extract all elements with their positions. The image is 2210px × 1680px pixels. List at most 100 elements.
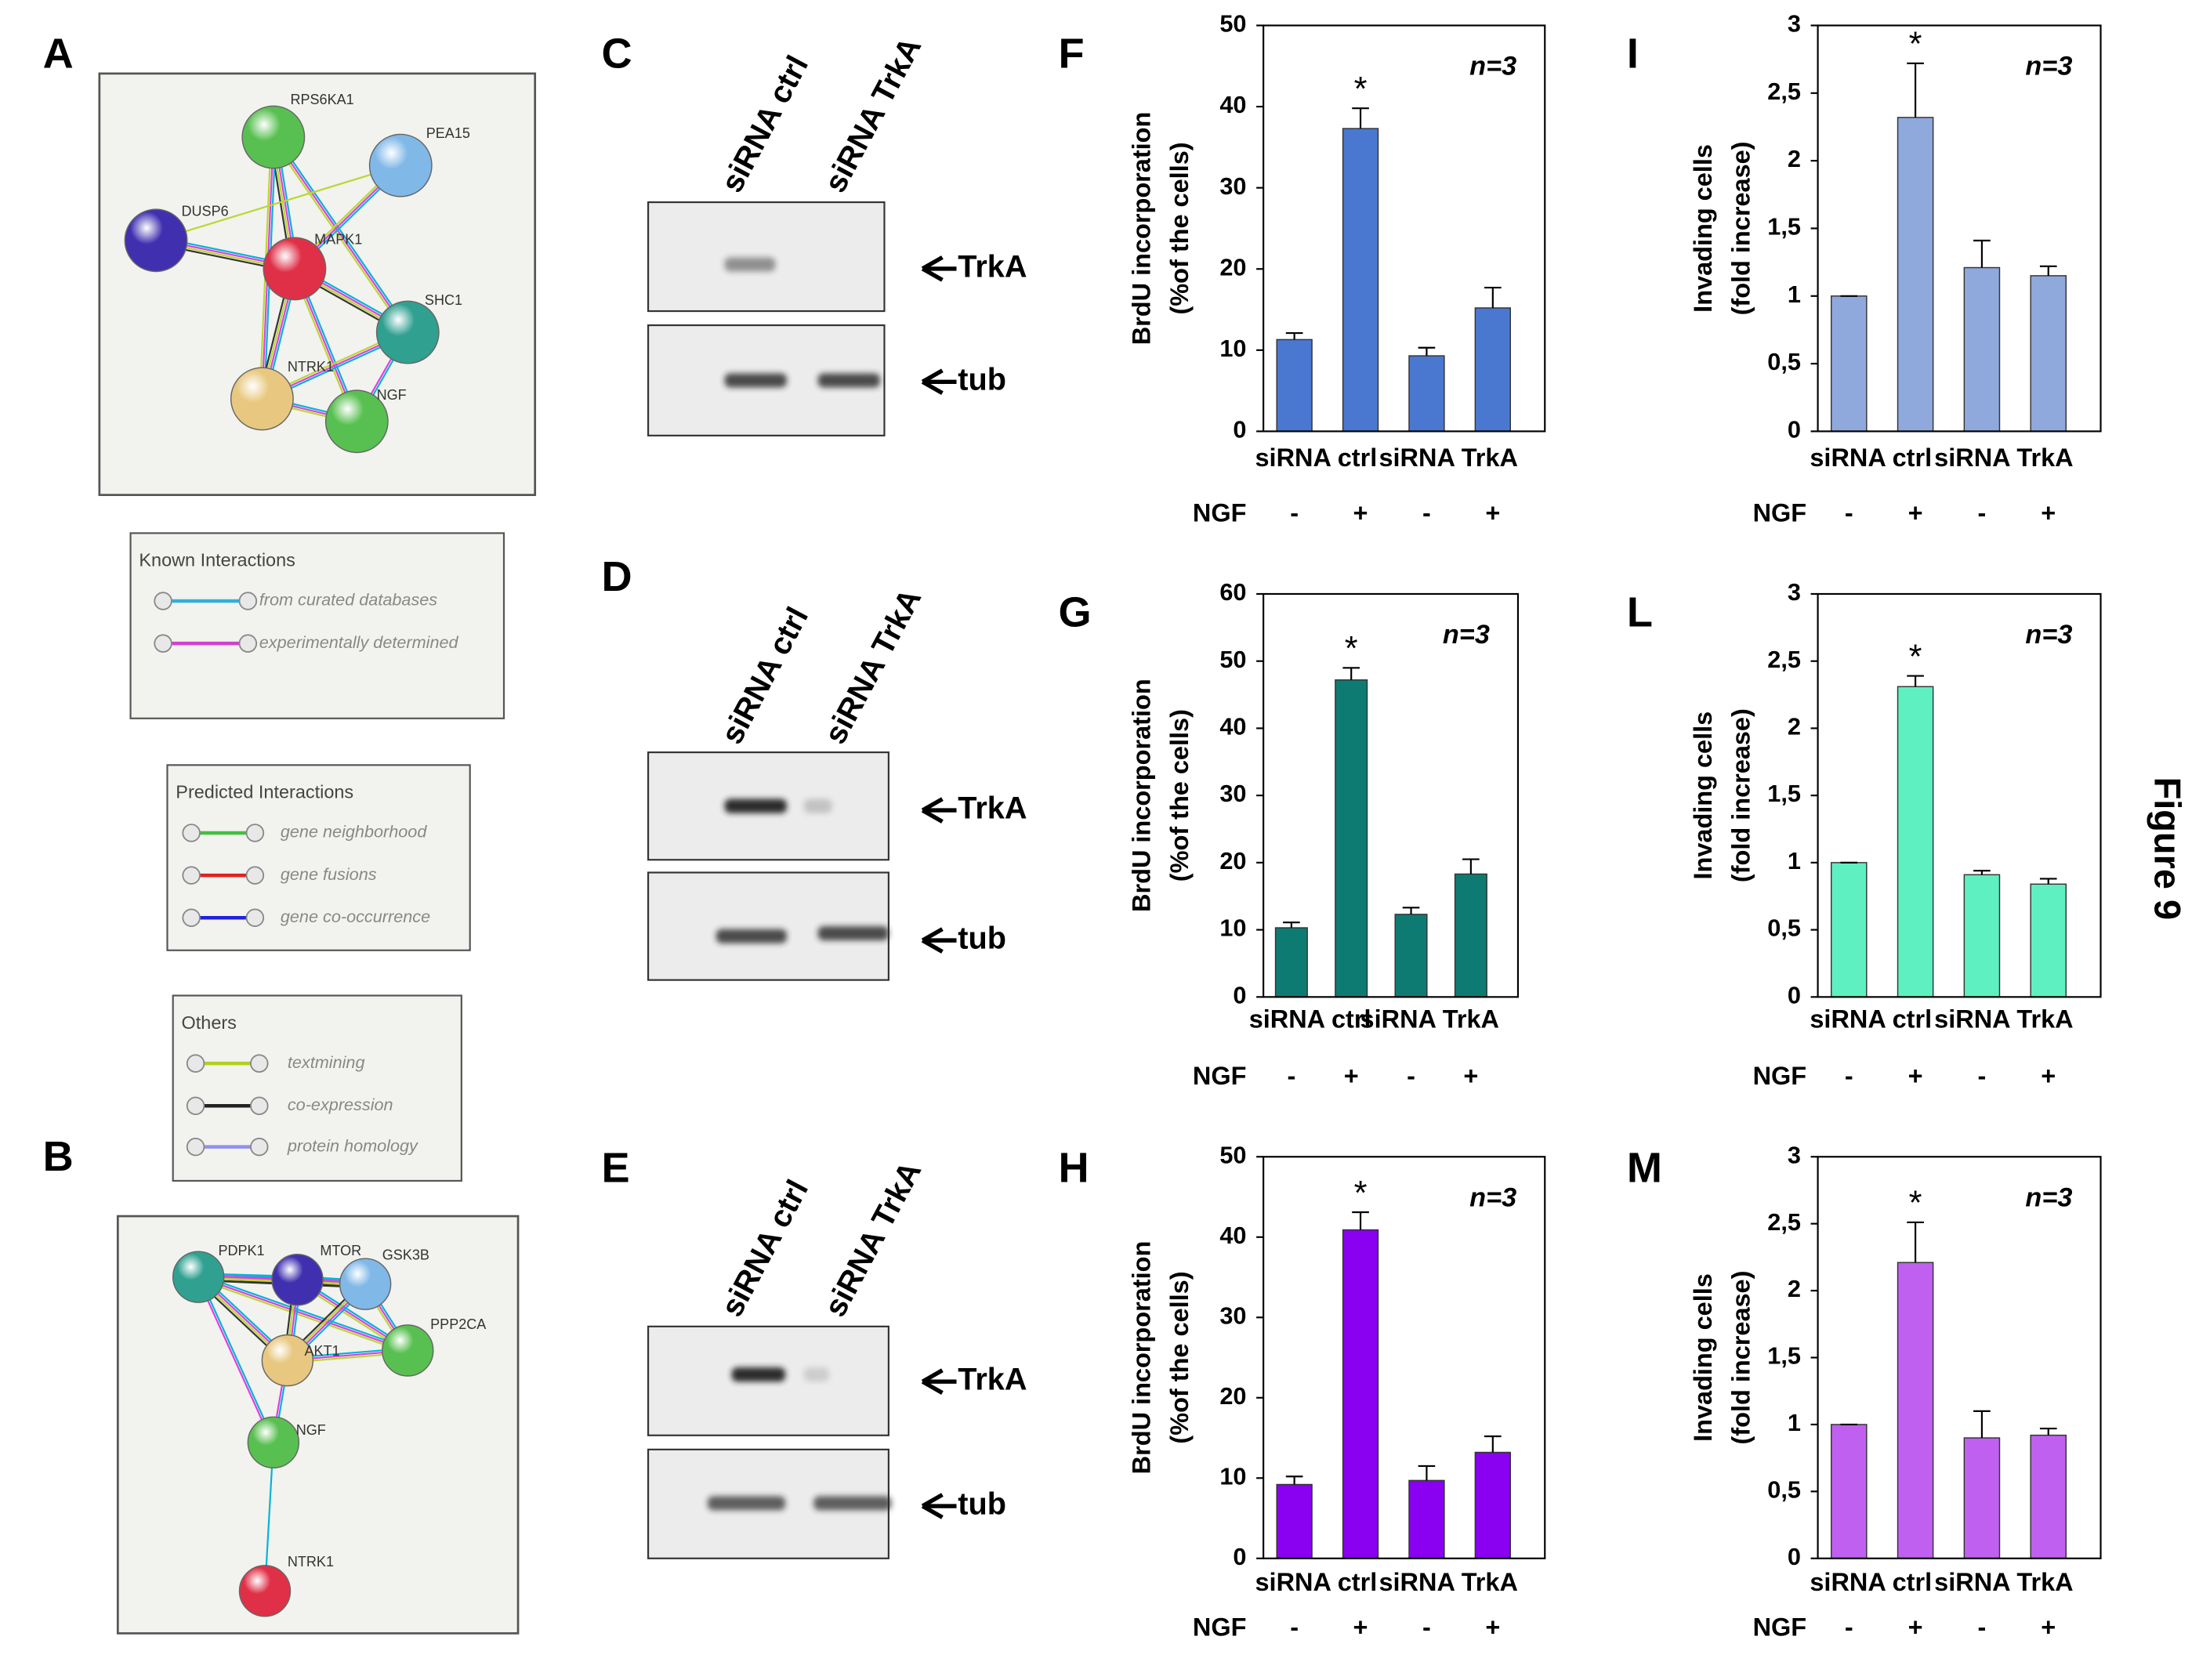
plot-frame — [1817, 24, 2102, 433]
lane-label: siRNA TrkA — [818, 32, 929, 198]
legend-node — [238, 634, 258, 653]
network-node — [324, 389, 389, 454]
lane-label: siRNA ctrl — [715, 1175, 815, 1323]
annotation: n=3 — [1469, 52, 1516, 81]
group-label: siRNA ctrl — [1249, 1005, 1371, 1034]
bar — [1342, 1229, 1379, 1559]
y-axis-label: (fold increase) — [1727, 708, 1755, 882]
bar — [1394, 914, 1428, 998]
network-node — [230, 367, 294, 431]
y-tick-label: 20 — [1219, 847, 1246, 874]
blot-band — [817, 373, 881, 388]
x-tick-label: - — [1845, 1062, 1853, 1090]
y-tick-label: 0,5 — [1767, 914, 1801, 942]
x-tick-label: - — [1845, 498, 1853, 527]
blot-band — [707, 1496, 786, 1511]
error-bar — [1462, 858, 1480, 874]
legend-node — [154, 634, 172, 653]
lane-label: siRNA TrkA — [818, 583, 929, 749]
y-tick-label: 50 — [1219, 10, 1246, 38]
legend-item: gene co-occurrence — [281, 907, 430, 926]
x-tick-label: - — [1845, 1613, 1853, 1642]
band-arrow — [921, 1493, 957, 1519]
x-tick-label: + — [2041, 1613, 2056, 1642]
error-bar — [1907, 1221, 1924, 1263]
legend-node — [245, 866, 265, 885]
network-node — [271, 1254, 324, 1306]
panel-letter: M — [1627, 1145, 1662, 1192]
x-tick-label: + — [2041, 1062, 2056, 1090]
network-node — [261, 1334, 314, 1387]
row-label: NGF — [1753, 1613, 1807, 1642]
legend-node — [186, 1137, 205, 1157]
network-edge — [196, 1276, 274, 1443]
error-bar — [2039, 878, 2057, 885]
legend-title: Predicted Interactions — [176, 782, 353, 802]
error-bar — [1283, 921, 1300, 929]
blot-band — [813, 1496, 892, 1511]
bar — [1897, 1262, 1934, 1559]
network-edge — [155, 165, 401, 241]
group-label: siRNA TrkA — [1360, 1005, 1499, 1034]
y-tick-label: 0,5 — [1767, 348, 1801, 375]
error-bar — [1352, 1211, 1369, 1230]
node-label: GSK3B — [382, 1247, 429, 1262]
y-tick-label: 40 — [1219, 1222, 1246, 1249]
blot-band — [731, 1367, 786, 1382]
y-tick-label: 40 — [1219, 91, 1246, 118]
bar — [2030, 883, 2067, 998]
network-node — [263, 237, 327, 301]
node-label: MAPK1 — [314, 232, 362, 248]
group-label: siRNA TrkA — [1934, 1568, 2073, 1596]
group-label: siRNA TrkA — [1379, 1568, 1517, 1596]
group-label: siRNA ctrl — [1255, 444, 1378, 472]
network-node — [241, 105, 306, 169]
error-bar — [1285, 332, 1303, 340]
error-bar — [1418, 1465, 1436, 1481]
band-label: TrkA — [958, 1363, 1027, 1397]
bar — [1830, 862, 1868, 998]
error-bar — [1907, 675, 1924, 687]
blot-band — [724, 257, 776, 272]
legend-node — [238, 592, 258, 610]
network-node — [172, 1251, 225, 1303]
y-tick-label: 0 — [1788, 1543, 1801, 1570]
x-tick-label: + — [1353, 1613, 1368, 1642]
panel-letter: L — [1627, 588, 1653, 635]
y-tick-label: 2 — [1788, 145, 1801, 172]
y-tick-label: 0 — [1233, 981, 1246, 1008]
error-bar — [2039, 265, 2057, 276]
y-tick-label: 2,5 — [1767, 78, 1801, 105]
error-bar — [1907, 62, 1924, 118]
y-tick-label: 1,5 — [1767, 213, 1801, 241]
legend-node — [182, 866, 201, 885]
y-tick-label: 20 — [1219, 253, 1246, 281]
network-edge — [274, 135, 411, 332]
y-tick-label: 2,5 — [1767, 1208, 1801, 1236]
error-bar — [1484, 286, 1502, 308]
x-tick-label: - — [1290, 498, 1299, 527]
legend-node — [186, 1096, 205, 1116]
bar — [1897, 686, 1934, 998]
network-node — [375, 300, 440, 364]
band-arrow — [921, 797, 957, 824]
x-tick-label: - — [1978, 1062, 1987, 1090]
x-tick-label: + — [1908, 1062, 1923, 1090]
group-label: siRNA ctrl — [1255, 1568, 1378, 1596]
legend-node — [245, 908, 265, 927]
y-tick-label: 2 — [1788, 1275, 1801, 1302]
node-label: DUSP6 — [182, 203, 229, 219]
node-label: PEA15 — [426, 125, 470, 141]
legend-node — [250, 1054, 269, 1073]
x-tick-label: + — [1908, 1613, 1923, 1642]
blot-band — [716, 929, 787, 943]
legend-node — [250, 1137, 269, 1157]
node-label: AKT1 — [305, 1343, 340, 1359]
x-tick-label: - — [1978, 1613, 1987, 1642]
annotation: n=3 — [2025, 620, 2072, 650]
legend-item: protein homology — [287, 1135, 418, 1155]
error-bar — [1352, 107, 1369, 129]
bar — [1335, 679, 1368, 998]
row-label: NGF — [1753, 1062, 1807, 1090]
